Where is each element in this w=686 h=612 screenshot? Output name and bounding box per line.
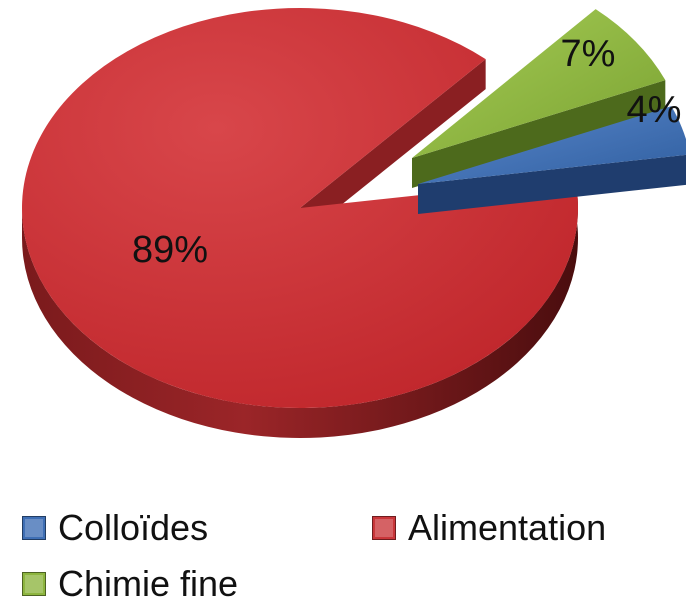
slice-side-chimie-fine [412,80,666,188]
slice-side-colloides [418,154,686,214]
slice-wall-alimentation [300,59,486,238]
data-label-colloides: 4% [627,89,682,131]
slice-colloides[interactable] [418,106,686,184]
slice-alimentation[interactable] [22,8,579,409]
data-label-alimentation: 89% [132,229,208,271]
slice-chimie-fine[interactable] [412,9,666,158]
data-label-chimie-fine: 7% [561,33,616,75]
